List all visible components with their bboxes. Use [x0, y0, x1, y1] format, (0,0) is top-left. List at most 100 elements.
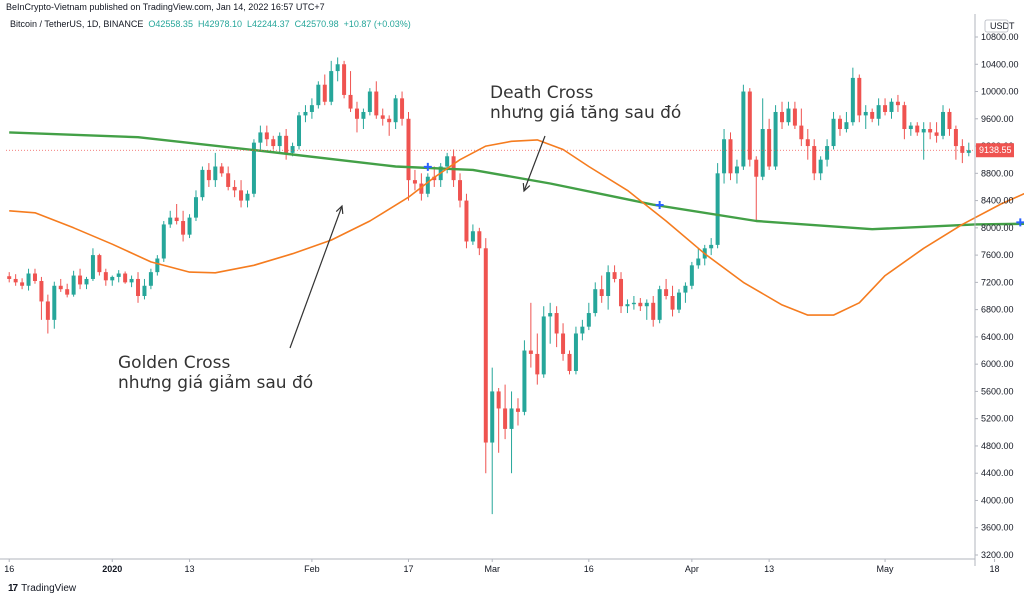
arrow-head — [335, 204, 344, 215]
candle-body — [657, 289, 662, 320]
candle-body — [284, 135, 289, 153]
candle-body — [445, 156, 450, 167]
candle-body — [934, 132, 939, 136]
ma-fast-line — [9, 139, 1024, 316]
candles-layer — [7, 57, 971, 515]
price-tick-label: 4400.00 — [981, 468, 1014, 478]
candle-body — [367, 91, 372, 112]
candle-body — [606, 272, 611, 296]
candle-body — [728, 139, 733, 174]
candle-body — [193, 197, 198, 218]
candle-body — [870, 111, 875, 119]
cross-marker — [1016, 218, 1024, 227]
candle-body — [567, 353, 572, 371]
candle-body — [181, 221, 186, 235]
candle-body — [689, 265, 694, 286]
price-tick-label: 7200.00 — [981, 277, 1014, 287]
candle-body — [123, 273, 128, 283]
candle-body — [741, 91, 746, 167]
candle-body — [316, 84, 321, 106]
candle-body — [168, 217, 173, 225]
time-tick-label: 13 — [185, 564, 195, 574]
candle-body — [400, 98, 405, 119]
candle-body — [271, 139, 276, 147]
candle-body — [226, 173, 231, 187]
candle-body — [754, 159, 759, 177]
candle-body — [915, 125, 920, 133]
candle-body — [573, 333, 578, 371]
candle-body — [586, 313, 591, 327]
candle-body — [483, 248, 488, 443]
symbol-legend: Bitcoin / TetherUS, 1D, BINANCE O42558.3… — [10, 19, 411, 29]
candle-body — [548, 313, 553, 317]
candle-body — [767, 129, 772, 167]
candle-body — [406, 118, 411, 181]
time-tick-label: Apr — [685, 564, 699, 574]
candle-body — [612, 272, 617, 279]
annotation-text: Golden Cross — [118, 353, 230, 373]
last-price-tag — [976, 143, 1014, 158]
candle-body — [960, 146, 965, 153]
candle-body — [277, 135, 282, 147]
candle-body — [928, 129, 933, 133]
candle-body — [84, 278, 89, 285]
candle-body — [509, 408, 514, 429]
candle-body — [425, 176, 430, 194]
candle-body — [52, 285, 57, 320]
time-tick-label: 17 — [403, 564, 413, 574]
candle-body — [947, 111, 952, 130]
candle-body — [515, 408, 520, 412]
candle-body — [857, 77, 862, 116]
annotation-arrow — [289, 205, 343, 349]
candle-body — [670, 296, 675, 310]
candle-body — [78, 275, 83, 285]
candle-body — [245, 193, 250, 201]
candle-body — [458, 180, 463, 201]
time-tick-label: Feb — [304, 564, 320, 574]
tradingview-footer[interactable]: 17 TradingView — [8, 583, 76, 594]
ma-slow-line — [9, 131, 1024, 231]
candle-body — [722, 139, 727, 174]
candle-body — [309, 105, 314, 112]
candle-body — [908, 125, 913, 130]
time-axis: 16202013Feb17Mar16Apr13May18Jun15 — [0, 558, 1000, 574]
candle-body — [303, 111, 308, 116]
candle-body — [329, 71, 334, 102]
price-tick-label: 10400.00 — [981, 59, 1019, 69]
time-tick-label: 16 — [4, 564, 14, 574]
candle-body — [651, 302, 656, 320]
candle-body — [760, 129, 765, 177]
candle-body — [470, 231, 475, 242]
candle-body — [412, 180, 417, 184]
candle-body — [837, 118, 842, 130]
candle-body — [58, 285, 63, 290]
candle-body — [103, 272, 108, 281]
time-tick-label: 13 — [764, 564, 774, 574]
annotation-text: nhưng giá tăng sau đó — [490, 103, 681, 123]
annotation-text: nhưng giá giảm sau đó — [118, 373, 313, 393]
ohlc-open: O42558.35 — [148, 19, 193, 29]
candle-body — [799, 125, 804, 140]
candle-body — [683, 285, 688, 293]
candle-body — [13, 278, 18, 283]
candle-body — [812, 146, 817, 174]
candle-body — [541, 316, 546, 375]
candle-body — [580, 326, 585, 334]
candle-body — [464, 200, 469, 242]
time-tick-label: 2020 — [102, 564, 122, 574]
candle-body — [142, 285, 147, 296]
candle-body — [65, 289, 70, 295]
price-tick-label: 6000.00 — [981, 359, 1014, 369]
candle-body — [45, 301, 50, 320]
moving-averages-layer — [9, 131, 1024, 316]
candle-body — [477, 231, 482, 249]
candle-body — [380, 115, 385, 119]
price-tick-label: 4800.00 — [981, 441, 1014, 451]
candle-body — [664, 289, 669, 296]
published-note: BeInCrypto-Vietnam published on TradingV… — [6, 2, 325, 12]
candle-body — [129, 278, 134, 283]
candle-body — [110, 276, 115, 281]
candle-body — [747, 91, 752, 160]
